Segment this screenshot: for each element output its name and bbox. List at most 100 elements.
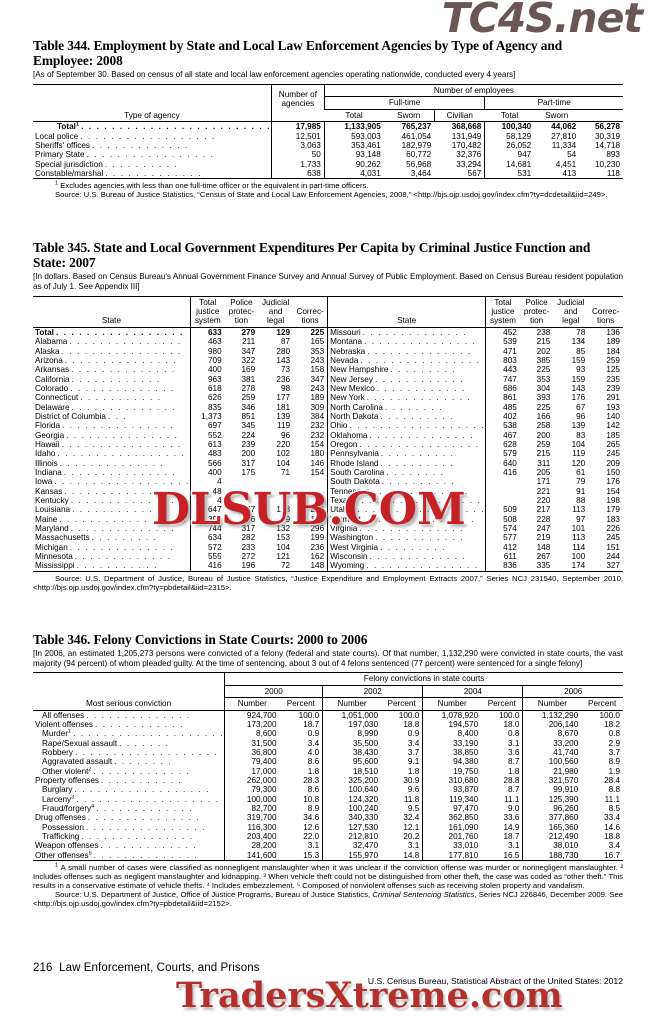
table-345-headnote: [In dollars. Based on Census Bureau's An… <box>33 272 623 291</box>
cell-corrections-right: 176 <box>606 477 620 487</box>
row-label-right: North Dakota. . . . . . . . . . <box>327 411 486 422</box>
page-number: 216 <box>33 962 53 974</box>
cell-percent-2002: 3.4 <box>407 738 420 748</box>
cell-corrections-left: 165 <box>310 337 325 347</box>
cell-number-2002: 325,200 <box>322 776 382 786</box>
table-row: Other violent2. . . . . . . . . . . . . … <box>33 766 623 777</box>
cell-corrections-right: 245 <box>606 449 620 459</box>
cell-judicial-and-legal-right: 113 <box>572 505 586 515</box>
table-row: Alaska. . . . . . . . . . . . . . . . 98… <box>33 346 623 356</box>
cell-police-protection-right: 267 <box>536 552 551 562</box>
cell-police-protection-right: 205 <box>536 467 551 477</box>
cell-total-justice-system-right <box>485 496 520 506</box>
row-label: Special jurisdiction. . . . . . . . . . <box>35 159 179 169</box>
cell-corrections-right: 179 <box>606 505 620 515</box>
cell-judicial-and-legal-right: 97 <box>576 514 586 524</box>
row-label-left: Michigan. . . . . . . . . . . . . . <box>35 542 175 552</box>
row-label-right: Virginia. . . . . . . . . . . . . . <box>327 524 486 534</box>
table-344-header-row-2: Full-time Part-time <box>33 96 623 110</box>
cell-percent-2004: 3.1 <box>508 841 520 851</box>
cell-number-2004: 97,470 <box>422 804 482 814</box>
cell-corrections-left: 243 <box>310 383 325 393</box>
cell-corrections-left: 384 <box>310 411 325 421</box>
table-346-body: All offenses. . . . . . . . . . . . . . … <box>33 710 623 861</box>
table-row: Total. . . . . . . . . . . . . . . . . 6… <box>33 327 623 338</box>
header-state-left: State <box>101 316 122 326</box>
row-label-right: Nebraska. . . . . . . . . . . . . . <box>327 346 486 356</box>
cell-percent-2000: 10.8 <box>303 794 320 804</box>
cell-corrections-left: 236 <box>310 542 325 552</box>
cell-total-justice-system-left: 613 <box>189 439 225 450</box>
cell-corrections-left: 232 <box>310 421 325 431</box>
header-percent-2004: Percent <box>487 699 516 709</box>
cell-corrections-left: 154 <box>310 467 325 477</box>
cell-total-justice-system-right: 861 <box>485 393 520 403</box>
cell-number-2004: 33,190 <box>422 738 482 748</box>
cell-corrections-right: 140 <box>606 411 620 421</box>
cell-number-2004: 93,870 <box>422 785 482 795</box>
cell-judicial-and-legal-left: 102 <box>276 449 291 459</box>
table-row: Massachusetts. . . . . . . . . 634 282 153… <box>33 533 623 543</box>
table-row: Local police. . . . . . . . . . . . . . … <box>33 131 623 141</box>
cell-percent-2002: 30.9 <box>403 776 420 786</box>
table-row: Possession. . . . . . . . . . . . . . . … <box>33 822 623 833</box>
cell-total-justice-system-right: 471 <box>485 346 520 356</box>
table-346-headnote: [In 2006, an estimated 1,205,273 persons… <box>33 649 623 668</box>
cell-corrections-right: 327 <box>606 561 620 571</box>
cell-number-2002: 1,051,000 <box>322 710 382 720</box>
table-row: Aggravated assault. . . . . . . . 79,400… <box>33 757 623 767</box>
cell-police-protection-left: 381 <box>241 374 256 384</box>
table-344-header-row-1: Type of agency Number of agencies Number… <box>33 84 623 120</box>
header-ft-total <box>270 109 325 122</box>
header-most-serious-conviction: Most serious conviction <box>86 699 172 709</box>
row-label: Violent offenses. . . . . . . . . . . . <box>35 719 185 729</box>
cell-percent-2004: 8.7 <box>508 785 520 795</box>
row-label-right: Rhode Island. . . . . . . . . . <box>327 458 486 468</box>
cell-percent-2006: 8.9 <box>608 757 620 767</box>
table-346: Most serious conviction Felony convictio… <box>33 672 623 862</box>
cell-judicial-and-legal-left: 220 <box>276 439 291 449</box>
cell-total-justice-system-left: 400 <box>189 467 225 478</box>
cell-agencies: 50 <box>270 150 325 160</box>
cell-part-time-total: 14,681 <box>484 159 535 169</box>
cell-number-2002: 32,470 <box>322 841 382 851</box>
header-number-of-agencies: Number of agencies <box>270 84 325 110</box>
cell-percent-2006: 11.1 <box>604 794 620 804</box>
cell-number-2002: 35,500 <box>322 738 382 748</box>
cell-corrections-right: 136 <box>606 327 620 337</box>
row-label: Larceny3. . . . . . . . . . . . . . . . … <box>33 794 225 804</box>
cell-judicial-and-legal-left: 87 <box>280 337 291 347</box>
cell-percent-2000: 4.0 <box>307 747 320 757</box>
cell-total-justice-system-right: 443 <box>485 365 520 375</box>
cell-corrections-left: 353 <box>310 346 325 356</box>
cell-corrections-right: 154 <box>606 486 620 496</box>
cell-judicial-and-legal-right: 174 <box>571 561 586 571</box>
cell-total-justice-system-right: 574 <box>485 524 520 534</box>
cell-police-protection-left: 277 <box>241 505 256 515</box>
cell-percent-2004: 14.9 <box>503 822 520 832</box>
cell-number-2000: 319,700 <box>224 813 280 823</box>
cell-total-justice-system-left: 463 <box>189 337 225 347</box>
row-label-left: Arkansas. . . . . . . . . . . . . . <box>35 365 176 375</box>
cell-judicial-and-legal-left <box>258 477 293 486</box>
cell-judicial-and-legal-left: 143 <box>276 355 291 365</box>
cell-percent-2006: 18.8 <box>604 832 620 842</box>
table-row: Florida. . . . . . . . . . . . . . . 697… <box>33 421 623 431</box>
cell-corrections-left <box>293 487 328 496</box>
cell-full-time-total: 90,262 <box>323 159 384 169</box>
cell-total-justice-system-left: 626 <box>189 393 225 403</box>
cell-percent-2000: 22.0 <box>303 832 320 842</box>
cell-total-justice-system-left: 647 <box>189 505 225 515</box>
cell-part-time-sworn: 27,810 <box>551 131 577 141</box>
cell-corrections-right: 189 <box>606 337 620 347</box>
cell-percent-2006: 18.2 <box>604 719 620 729</box>
cell-corrections-right: 150 <box>606 467 620 477</box>
cell-corrections-right: 198 <box>606 496 620 505</box>
cell-part-time-civilian: 30,319 <box>594 131 620 141</box>
cell-number-2000: 100,000 <box>224 794 280 805</box>
cell-full-time-sworn: 765,237 <box>401 122 432 132</box>
cell-judicial-and-legal-right: 93 <box>576 365 586 375</box>
cell-number-2006: 212,490 <box>522 832 582 842</box>
cell-number-2002: 124,320 <box>322 794 382 805</box>
row-label-left: Colorado. . . . . . . . . . . . . . <box>35 383 175 393</box>
